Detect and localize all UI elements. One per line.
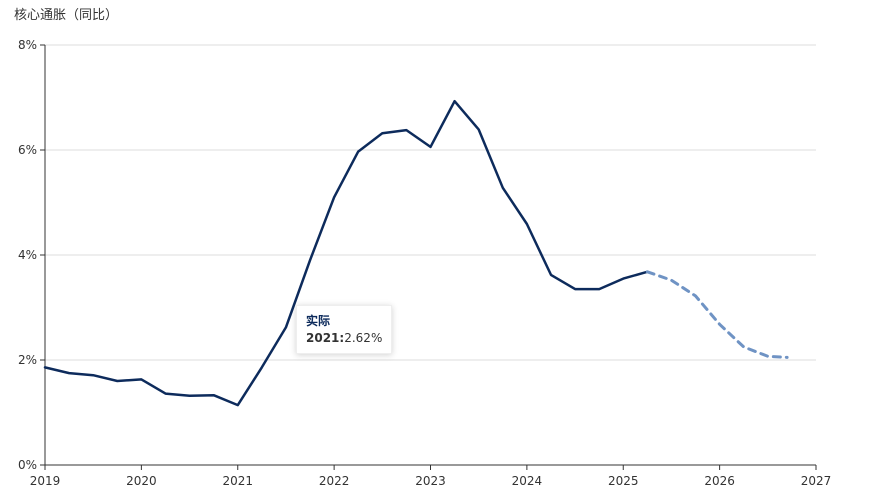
x-tick-label: 2025 (608, 474, 639, 488)
x-tick-label: 2024 (512, 474, 543, 488)
chart-tooltip: 实际 2021:2.62% (296, 305, 393, 354)
y-tick-label: 8% (18, 38, 37, 52)
actual-series-line (43, 99, 649, 407)
y-tick-label: 4% (18, 248, 37, 262)
x-tick-label: 2023 (415, 474, 446, 488)
y-tick-label: 6% (18, 143, 37, 157)
tooltip-value: 2.62% (344, 331, 383, 345)
x-tick-label: 2022 (319, 474, 350, 488)
x-tick-label: 2019 (30, 474, 61, 488)
forecast-series-line (645, 270, 789, 359)
tooltip-x-label: 2021 (306, 331, 340, 345)
x-tick-label: 2020 (126, 474, 157, 488)
tooltip-series-name: 实际 (306, 314, 331, 328)
y-axis-title: 核心通胀（同比） (14, 8, 119, 23)
x-tick-label: 2027 (801, 474, 832, 488)
y-tick-label: 0% (18, 458, 37, 472)
y-tick-label: 2% (18, 353, 37, 367)
tooltip-colon: : (339, 331, 345, 345)
x-tick-label: 2021 (222, 474, 253, 488)
x-tick-label: 2026 (704, 474, 735, 488)
tooltip-body: 2021:2.62% (306, 330, 382, 347)
